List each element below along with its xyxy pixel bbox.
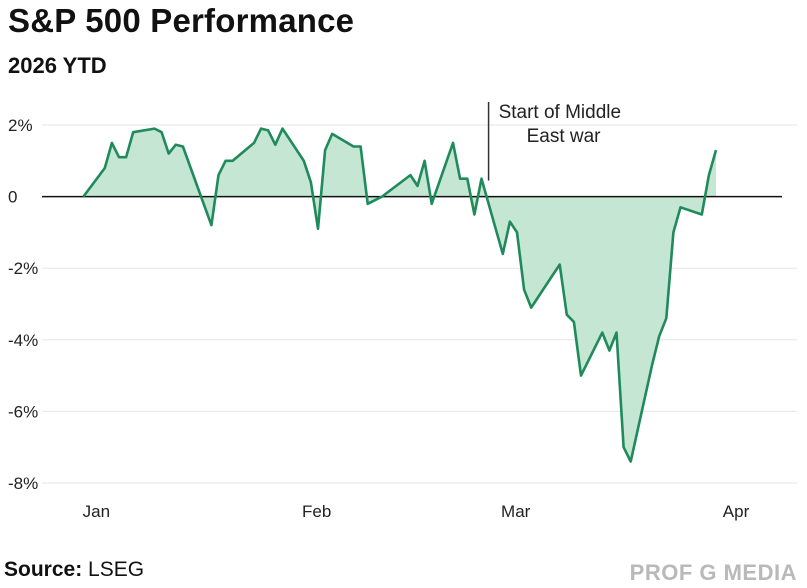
x-tick-label: Feb — [302, 502, 331, 521]
y-tick-label: 2% — [8, 116, 33, 135]
annotation-text-line2: East war — [527, 126, 602, 147]
source-label: Source: — [4, 558, 83, 581]
y-tick-label: -4% — [8, 331, 38, 350]
area-fill — [83, 128, 717, 462]
y-tick-label: 0 — [8, 188, 17, 207]
y-tick-label: -2% — [8, 259, 38, 278]
annotation-text-line1: Start of Middle — [499, 102, 622, 123]
x-tick-label: Mar — [501, 502, 531, 521]
y-tick-label: -6% — [8, 402, 38, 421]
x-tick-label: Jan — [83, 502, 110, 521]
chart-title: S&P 500 Performance — [8, 2, 355, 39]
series-line — [82, 127, 718, 463]
source-note: Source: LSEG — [4, 558, 144, 582]
brand-logo: PROF G MEDIA — [629, 560, 797, 585]
x-tick-label: Apr — [723, 502, 750, 521]
source-value: LSEG — [88, 558, 145, 581]
y-tick-label: -8% — [8, 474, 38, 493]
chart-subtitle: 2026 YTD — [8, 53, 107, 78]
